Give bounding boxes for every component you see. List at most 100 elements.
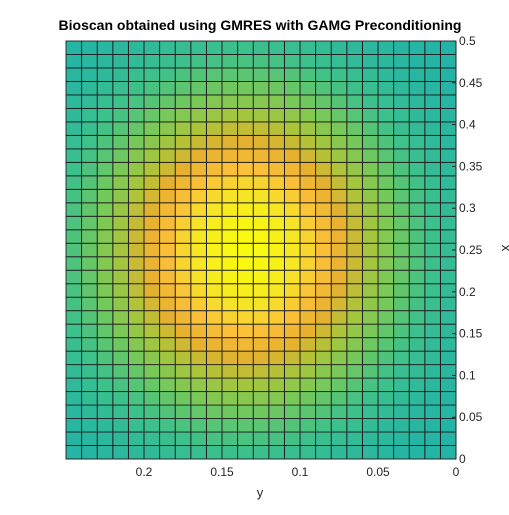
heatmap-cell — [237, 188, 254, 204]
heatmap-cell — [221, 404, 239, 419]
heatmap-cell — [81, 391, 98, 406]
heatmap-cell — [127, 337, 145, 352]
heatmap-cell — [127, 121, 145, 136]
heatmap-cell — [221, 242, 239, 258]
heatmap-cell — [439, 391, 457, 406]
heatmap-cell — [330, 445, 348, 460]
heatmap-cell — [299, 215, 317, 231]
heatmap-cell — [112, 107, 129, 123]
heatmap-cell — [221, 202, 239, 217]
heatmap-cell — [221, 80, 239, 96]
heatmap-cell — [377, 121, 395, 136]
heatmap-cell — [190, 202, 207, 217]
heatmap-cell — [377, 175, 395, 190]
heatmap-cell — [315, 269, 332, 285]
heatmap-cell — [361, 54, 379, 69]
heatmap-cell — [330, 323, 348, 339]
heatmap-cell — [112, 134, 129, 150]
heatmap-cell — [252, 391, 270, 406]
heatmap-cell — [143, 54, 161, 69]
heatmap-cell — [393, 242, 410, 258]
heatmap-cell — [205, 134, 223, 150]
heatmap-cell — [377, 377, 395, 393]
heatmap-cell — [299, 256, 317, 271]
heatmap-cell — [393, 337, 410, 352]
heatmap-cell — [159, 40, 176, 55]
heatmap-cell — [268, 229, 285, 244]
heatmap-cell — [205, 107, 223, 123]
heatmap-cell — [96, 350, 114, 366]
heatmap-cell — [424, 418, 441, 433]
heatmap-cell — [190, 54, 207, 69]
heatmap-cell — [65, 134, 83, 150]
heatmap-cell — [283, 215, 301, 231]
heatmap-cell — [330, 391, 348, 406]
heatmap-cell — [127, 67, 145, 82]
heatmap-cell — [346, 296, 363, 312]
heatmap-cell — [408, 148, 426, 163]
heatmap-cell — [205, 40, 223, 55]
heatmap-cell — [268, 364, 285, 379]
heatmap-cell — [393, 94, 410, 109]
heatmap-cell — [143, 445, 161, 460]
heatmap-cell — [143, 161, 161, 177]
heatmap-cell — [346, 431, 363, 446]
heatmap-cell — [408, 364, 426, 379]
heatmap-cell — [346, 377, 363, 393]
heatmap-cell — [268, 202, 285, 217]
heatmap-cell — [65, 323, 83, 339]
heatmap-cell — [112, 188, 129, 204]
x-axis-label: y — [257, 485, 264, 500]
heatmap-cell — [346, 283, 363, 298]
heatmap-cell — [346, 40, 363, 55]
heatmap-cell — [393, 418, 410, 433]
heatmap-cell — [143, 148, 161, 163]
heatmap-cell — [237, 404, 254, 419]
heatmap-cell — [346, 202, 363, 217]
heatmap-cell — [315, 310, 332, 325]
heatmap-cell — [190, 337, 207, 352]
y-tick-label: 0.1 — [459, 368, 476, 382]
heatmap-cell — [174, 283, 192, 298]
heatmap-cell — [96, 107, 114, 123]
heatmap-cell — [205, 296, 223, 312]
heatmap-cell — [81, 296, 98, 312]
heatmap-cell — [315, 80, 332, 96]
heatmap-cell — [393, 161, 410, 177]
heatmap-cell — [315, 40, 332, 55]
heatmap-cell — [112, 80, 129, 96]
heatmap-cell — [237, 215, 254, 231]
heatmap-cell — [190, 40, 207, 55]
heatmap-cell — [112, 242, 129, 258]
heatmap-cell — [96, 269, 114, 285]
heatmap-cell — [252, 134, 270, 150]
heatmap-cell — [190, 94, 207, 109]
heatmap-cell — [377, 215, 395, 231]
heatmap-cell — [237, 134, 254, 150]
heatmap-cell — [112, 54, 129, 69]
heatmap-cell — [205, 337, 223, 352]
heatmap-cell — [174, 337, 192, 352]
heatmap-cell — [299, 445, 317, 460]
heatmap-cell — [112, 175, 129, 190]
heatmap-cell — [283, 256, 301, 271]
heatmap-cell — [439, 80, 457, 96]
heatmap-cell — [330, 229, 348, 244]
heatmap-cell — [65, 337, 83, 352]
heatmap-cell — [439, 148, 457, 163]
heatmap-cell — [299, 418, 317, 433]
heatmap-cell — [159, 67, 176, 82]
heatmap-cell — [65, 54, 83, 69]
heatmap-cell — [112, 445, 129, 460]
heatmap-cell — [96, 296, 114, 312]
heatmap-cell — [127, 188, 145, 204]
heatmap-cell — [205, 80, 223, 96]
heatmap-cell — [330, 188, 348, 204]
heatmap-cell — [221, 296, 239, 312]
heatmap-cell — [81, 54, 98, 69]
heatmap-cell — [159, 404, 176, 419]
heatmap-cell — [299, 202, 317, 217]
heatmap-cell — [237, 80, 254, 96]
heatmap-cell — [424, 215, 441, 231]
heatmap-cell — [393, 431, 410, 446]
